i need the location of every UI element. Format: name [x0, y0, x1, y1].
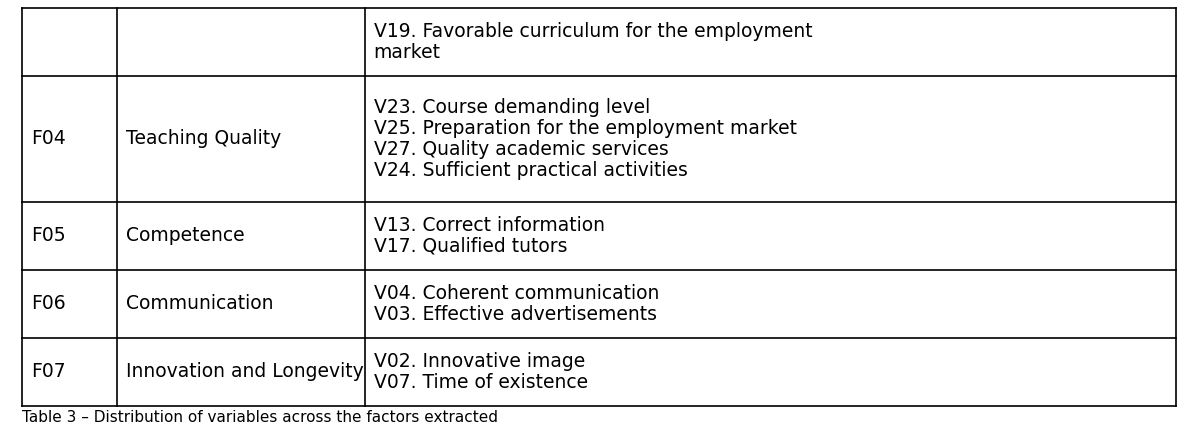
- Text: V27. Quality academic services: V27. Quality academic services: [374, 140, 669, 159]
- Text: Innovation and Longevity: Innovation and Longevity: [125, 363, 363, 381]
- Text: V17. Qualified tutors: V17. Qualified tutors: [374, 236, 567, 256]
- Text: V04. Coherent communication: V04. Coherent communication: [374, 284, 659, 303]
- Text: V03. Effective advertisements: V03. Effective advertisements: [374, 305, 657, 324]
- Text: V24. Sufficient practical activities: V24. Sufficient practical activities: [374, 161, 688, 180]
- Text: Table 3 – Distribution of variables across the factors extracted: Table 3 – Distribution of variables acro…: [21, 410, 498, 425]
- Text: V02. Innovative image: V02. Innovative image: [374, 352, 585, 371]
- Text: V23. Course demanding level: V23. Course demanding level: [374, 98, 650, 117]
- Text: Teaching Quality: Teaching Quality: [125, 129, 281, 148]
- Text: F05: F05: [31, 226, 66, 245]
- Text: V07. Time of existence: V07. Time of existence: [374, 373, 587, 392]
- Text: F06: F06: [31, 294, 66, 313]
- Text: Communication: Communication: [125, 294, 273, 313]
- Text: V25. Preparation for the employment market: V25. Preparation for the employment mark…: [374, 119, 796, 138]
- Text: Competence: Competence: [125, 226, 245, 245]
- Text: market: market: [374, 43, 441, 62]
- Text: F07: F07: [31, 363, 66, 381]
- Text: V19. Favorable curriculum for the employment: V19. Favorable curriculum for the employ…: [374, 22, 812, 41]
- Text: F04: F04: [31, 129, 66, 148]
- Text: V13. Correct information: V13. Correct information: [374, 216, 604, 235]
